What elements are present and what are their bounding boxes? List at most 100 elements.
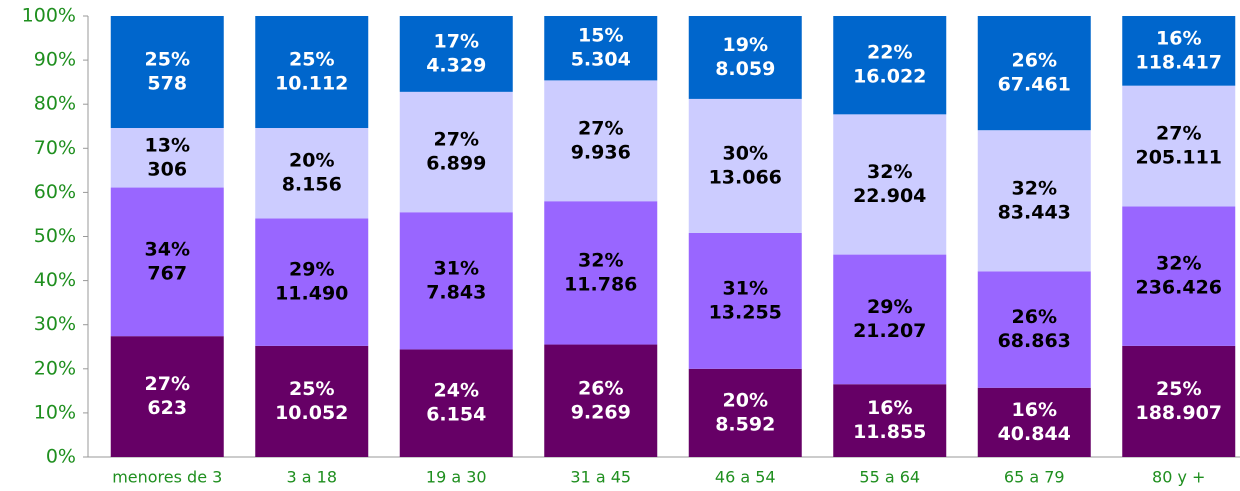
value-label: 25% [289,49,334,71]
value-label: 24% [434,380,479,402]
value-label: 27% [145,373,190,395]
y-tick-label: 30% [34,313,76,335]
count-label: 578 [147,73,187,95]
value-label: 29% [867,296,912,318]
value-label: 16% [1156,27,1201,49]
bar-segment [110,336,224,457]
value-label: 26% [1012,306,1057,328]
value-label: 25% [145,49,190,71]
y-tick-label: 80% [34,93,76,115]
y-tick-label: 60% [34,181,76,203]
bar-segment [110,16,224,129]
y-tick-label: 50% [34,225,76,247]
count-label: 68.863 [998,330,1071,352]
bar-segment [544,80,658,202]
count-label: 11.786 [564,273,637,295]
count-label: 83.443 [998,201,1071,223]
bar-segment [1122,345,1236,457]
count-label: 205.111 [1135,147,1222,169]
count-label: 8.156 [282,174,342,196]
value-label: 27% [1156,123,1201,145]
value-label: 17% [434,30,479,52]
bar-segment [833,114,947,255]
bar-segment [399,349,513,457]
bar-segment [255,345,369,457]
x-tick-label: 80 y + [1152,468,1205,487]
bar-segment [688,232,802,369]
value-label: 32% [1156,253,1201,275]
count-label: 623 [147,397,187,419]
value-label: 31% [723,277,768,299]
bar-segment [688,16,802,99]
value-label: 20% [289,150,334,172]
count-label: 6.154 [426,404,486,426]
y-tick-label: 0% [46,446,76,468]
bar-segment [399,212,513,350]
count-label: 306 [147,158,187,180]
bar-segment [1122,16,1236,86]
count-label: 6.899 [426,153,486,175]
x-tick-label: 31 a 45 [570,468,631,487]
count-label: 11.490 [275,283,348,305]
x-tick-label: 46 a 54 [715,468,776,487]
count-label: 188.907 [1135,402,1222,424]
value-label: 26% [1012,50,1057,72]
count-label: 236.426 [1135,277,1222,299]
y-tick-label: 20% [34,357,76,379]
count-label: 118.417 [1135,51,1222,73]
bar-segment [1122,85,1236,207]
value-label: 15% [578,25,623,47]
bar-segment [688,368,802,457]
bar-segment [977,271,1091,388]
count-label: 4.329 [426,54,486,76]
value-label: 32% [867,161,912,183]
bar-segment [544,16,658,81]
count-label: 13.066 [709,166,782,188]
bar-segment [833,16,947,115]
bar-segment [399,16,513,92]
value-label: 29% [289,259,334,281]
bar-segment [255,128,369,219]
bar-segment [833,254,947,385]
value-label: 27% [434,129,479,151]
bar-segment [110,187,224,337]
count-label: 5.304 [571,49,631,71]
value-label: 19% [723,34,768,56]
count-label: 10.052 [275,402,348,424]
count-label: 11.855 [853,421,926,443]
y-tick-label: 90% [34,49,76,71]
bar-segment [544,344,658,457]
count-label: 67.461 [998,74,1071,96]
bar-segment [977,130,1091,272]
value-label: 32% [1012,177,1057,199]
count-label: 7.843 [426,281,486,303]
bar-segment [544,201,658,345]
value-label: 22% [867,42,912,64]
bar-segment [255,218,369,346]
value-label: 31% [434,257,479,279]
count-label: 767 [147,262,187,284]
x-tick-label: 3 a 18 [286,468,337,487]
bar-segment [399,91,513,213]
y-tick-label: 70% [34,137,76,159]
value-label: 27% [578,117,623,139]
value-label: 16% [867,397,912,419]
value-label: 32% [578,249,623,271]
value-label: 34% [145,238,190,260]
count-label: 8.059 [715,58,775,80]
count-label: 9.936 [571,141,631,163]
bar-segment [977,16,1091,131]
count-label: 13.255 [709,301,782,323]
value-label: 25% [289,378,334,400]
bar-segment [833,384,947,457]
value-label: 25% [1156,378,1201,400]
x-tick-label: 19 a 30 [426,468,487,487]
count-label: 9.269 [571,401,631,423]
bar-segment [1122,206,1236,346]
value-label: 26% [578,377,623,399]
count-label: 8.592 [715,413,775,435]
x-tick-label: 55 a 64 [859,468,920,487]
y-tick-label: 40% [34,269,76,291]
